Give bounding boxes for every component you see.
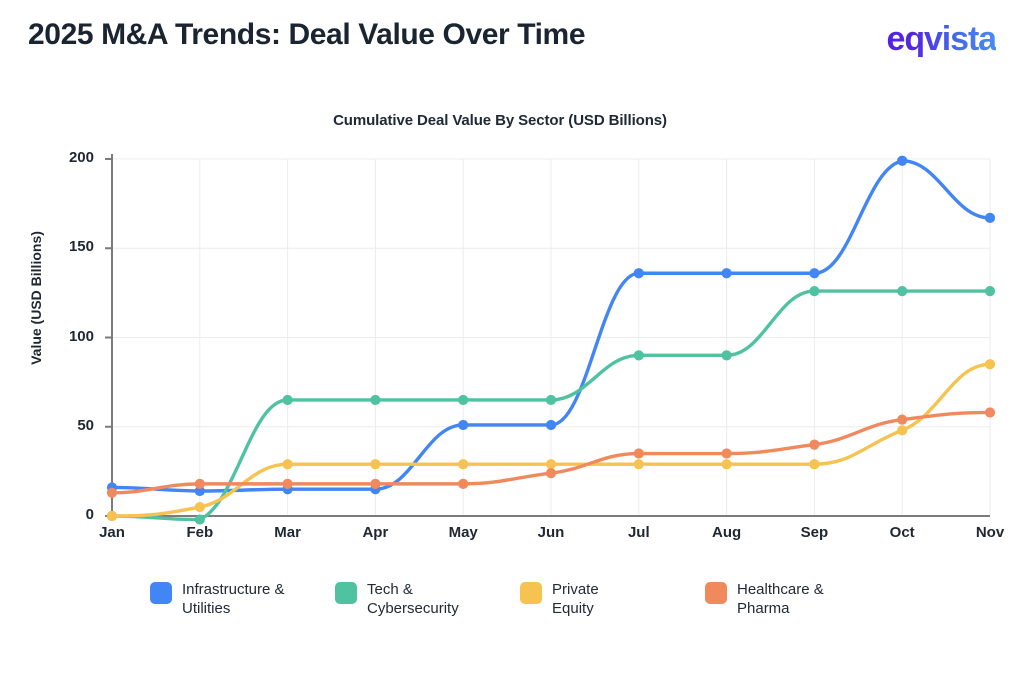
legend-item[interactable]: Infrastructure & Utilities	[150, 580, 335, 618]
page-title: 2025 M&A Trends: Deal Value Over Time	[28, 18, 586, 51]
data-point-marker[interactable]	[370, 394, 381, 406]
data-point-marker[interactable]	[984, 285, 996, 297]
page-header: 2025 M&A Trends: Deal Value Over Time eq…	[0, 0, 1024, 80]
legend-item[interactable]: Private Equity	[520, 580, 705, 618]
data-point-marker[interactable]	[282, 484, 293, 495]
x-axis-tick-label: Oct	[889, 524, 915, 541]
legend-item[interactable]: Tech & Cybersecurity	[335, 580, 520, 618]
chart-legend: Infrastructure & Utilities Tech & Cyberse…	[150, 580, 890, 618]
y-axis-tick-label: 50	[77, 416, 94, 434]
data-point-marker[interactable]	[897, 155, 908, 166]
data-point-marker[interactable]	[809, 285, 820, 297]
x-axis-tick-label: Jul	[627, 524, 650, 541]
data-point-marker[interactable]	[194, 478, 205, 489]
legend-item[interactable]: Healthcare & Pharma	[705, 580, 890, 618]
data-point-marker[interactable]	[721, 459, 732, 470]
legend-item-label: Healthcare & Pharma	[737, 581, 824, 617]
data-point-marker[interactable]	[458, 459, 469, 470]
legend-item-label: Private Equity	[552, 581, 599, 617]
x-axis-tick-label: Apr	[362, 524, 389, 541]
data-point-marker[interactable]	[458, 394, 469, 406]
data-point-marker[interactable]	[282, 478, 293, 489]
y-axis-tick-label: 0	[85, 506, 94, 523]
y-axis-tick-label: 150	[68, 238, 94, 256]
data-point-marker[interactable]	[897, 414, 908, 425]
data-point-marker[interactable]	[545, 459, 557, 470]
chart-title: Cumulative Deal Value By Sector (USD Bil…	[0, 112, 1024, 129]
legend-swatch-icon	[705, 582, 727, 604]
legend-swatch-icon	[150, 582, 172, 604]
legend-item-label: Infrastructure & Utilities	[182, 581, 285, 617]
data-point-marker[interactable]	[370, 484, 381, 495]
data-point-marker[interactable]	[984, 359, 996, 370]
eqvista-logo: eqvista	[886, 20, 998, 58]
data-point-marker[interactable]	[282, 459, 293, 470]
data-point-marker[interactable]	[984, 407, 996, 418]
data-point-marker[interactable]	[633, 459, 644, 470]
legend-swatch-icon	[335, 582, 357, 604]
x-axis-tick-label: Nov	[975, 524, 1005, 541]
data-point-marker[interactable]	[721, 350, 732, 361]
data-point-marker[interactable]	[106, 510, 118, 522]
data-point-marker[interactable]	[194, 501, 205, 513]
x-axis-tick-label: Jan	[99, 524, 125, 541]
data-point-marker[interactable]	[721, 268, 732, 279]
legend-item-label: Tech & Cybersecurity	[367, 581, 459, 617]
legend-swatch-icon	[520, 582, 542, 604]
y-axis-tick-label: 200	[68, 149, 94, 166]
x-axis-tick-label: Jun	[537, 524, 565, 541]
data-point-marker[interactable]	[809, 459, 820, 470]
data-point-marker[interactable]	[106, 510, 118, 522]
chart-title-text: Cumulative Deal Value By Sector (USD Bil…	[333, 112, 667, 129]
data-point-marker[interactable]	[897, 425, 908, 436]
data-point-marker[interactable]	[282, 394, 293, 406]
data-point-marker[interactable]	[545, 419, 557, 431]
x-axis-tick-label: Mar	[274, 524, 301, 541]
data-point-marker[interactable]	[458, 478, 469, 489]
data-point-marker[interactable]	[370, 459, 381, 470]
data-point-marker[interactable]	[106, 487, 118, 498]
x-axis-tick-label: Aug	[712, 524, 742, 541]
series-line	[110, 159, 992, 493]
series-line	[110, 289, 992, 522]
data-point-marker[interactable]	[721, 448, 732, 459]
x-axis-tick-label: May	[448, 524, 478, 541]
data-point-marker[interactable]	[545, 468, 557, 479]
data-point-marker[interactable]	[984, 212, 996, 224]
data-point-marker[interactable]	[458, 419, 469, 431]
data-point-marker[interactable]	[633, 268, 644, 279]
data-point-marker[interactable]	[633, 350, 644, 361]
y-axis-title: Value (USD Billions)	[28, 231, 44, 365]
series-line	[110, 362, 992, 518]
x-axis-tick-label: Feb	[186, 524, 214, 541]
x-axis-tick-label: Sep	[800, 524, 829, 541]
data-point-marker[interactable]	[809, 268, 820, 279]
data-point-marker[interactable]	[194, 485, 205, 497]
series-line	[110, 410, 992, 495]
data-point-marker[interactable]	[194, 514, 205, 525]
data-point-marker[interactable]	[106, 482, 118, 493]
data-point-marker[interactable]	[809, 439, 820, 450]
data-point-marker[interactable]	[897, 285, 908, 297]
y-axis-tick-label: 100	[68, 327, 94, 345]
data-point-marker[interactable]	[633, 448, 644, 459]
data-point-marker[interactable]	[370, 478, 381, 489]
data-point-marker[interactable]	[545, 394, 557, 406]
